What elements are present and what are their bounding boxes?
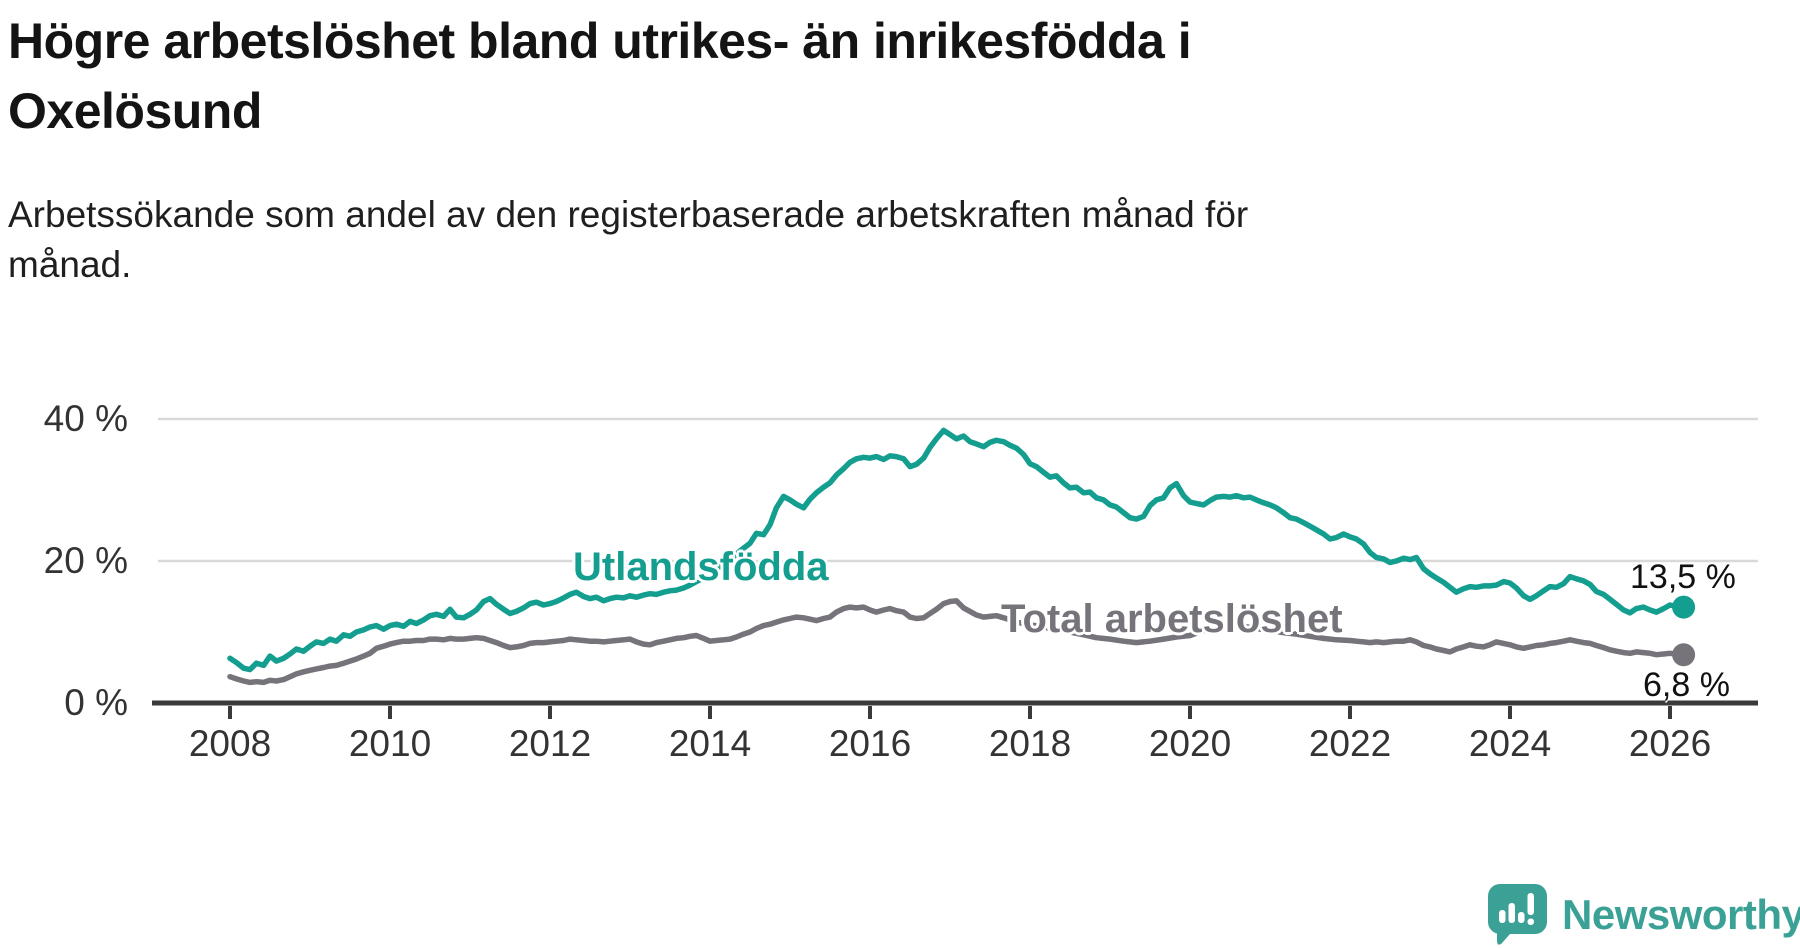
page-title-line-2: Oxelösund: [8, 83, 262, 139]
subtitle-line-1: Arbetssökande som andel av den registerb…: [8, 194, 1249, 235]
x-tick-label-2024: 2024: [1468, 723, 1552, 764]
x-tick-label-2016: 2016: [828, 723, 912, 764]
subtitle-line-2: månad.: [8, 244, 132, 285]
end-value-label-utlandsfodda: 13,5 %: [1630, 558, 1736, 596]
page-title-line-1: Högre arbetslöshet bland utrikes- än inr…: [8, 13, 1192, 69]
y-tick-label-20: 20 %: [43, 540, 128, 581]
x-tick-label-2010: 2010: [348, 723, 432, 764]
series-label-total-arbetsloshet: Total arbetslöshet: [1001, 597, 1343, 641]
end-value-label-total-arbetsloshet: 6,8 %: [1643, 666, 1730, 704]
page-title: Högre arbetslöshet bland utrikes- än inr…: [8, 6, 1192, 146]
series-lines-layer: [227, 427, 1696, 686]
logo-bar-chart-glyph: [1499, 893, 1534, 925]
axis-layer: [152, 700, 1758, 719]
newsworthy-logo: Newsworthy: [1488, 884, 1800, 946]
x-tick-label-2008: 2008: [188, 723, 272, 764]
x-tick-label-2012: 2012: [508, 723, 592, 764]
series-endpoint-dot-utlandsfodda: [1672, 595, 1696, 619]
series-line-utlandsfodda: [227, 427, 1687, 673]
series-label-utlandsfodda: Utlandsfödda: [573, 545, 829, 589]
newsworthy-logo-wordmark: Newsworthy: [1562, 891, 1800, 938]
y-tick-label-40: 40 %: [43, 398, 128, 439]
y-tick-label-0: 0 %: [64, 682, 128, 723]
series-endpoint-dot-total-arbetsloshet: [1672, 643, 1696, 667]
newsworthy-logo-icon: [1488, 884, 1547, 945]
series-line-total-arbetsloshet: [227, 598, 1687, 686]
subtitle: Arbetssökande som andel av den registerb…: [8, 190, 1248, 290]
x-tick-label-2020: 2020: [1148, 723, 1232, 764]
x-tick-label-2018: 2018: [988, 723, 1072, 764]
gridlines-layer: [158, 417, 1758, 563]
x-tick-label-2014: 2014: [668, 723, 752, 764]
x-tick-label-2026: 2026: [1628, 723, 1712, 764]
x-tick-label-2022: 2022: [1308, 723, 1392, 764]
